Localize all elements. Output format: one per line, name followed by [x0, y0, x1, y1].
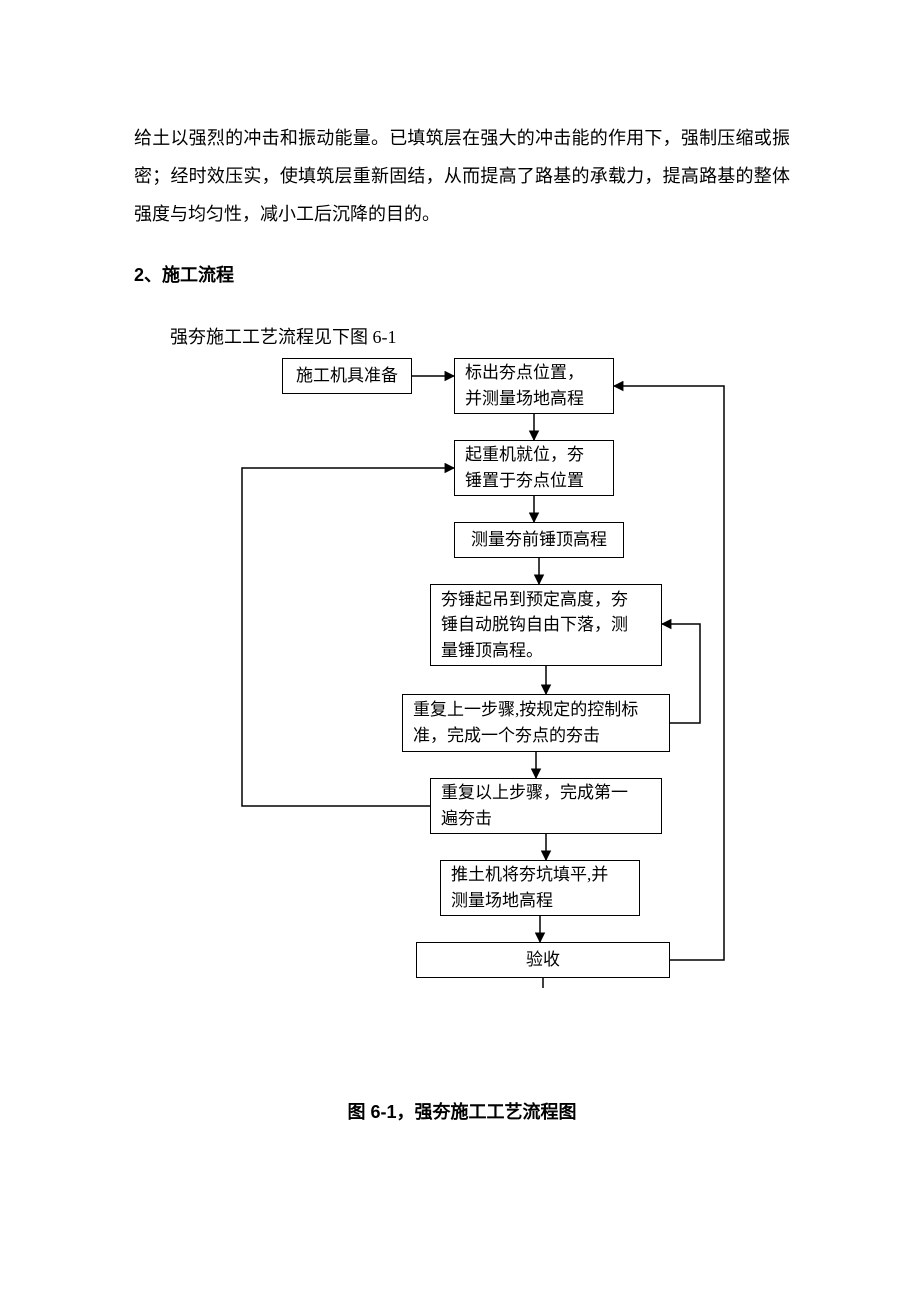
flow-node-n3: 测量夯前锤顶高程	[454, 522, 624, 558]
flow-node-n0: 施工机具准备	[282, 358, 412, 394]
flow-node-n1: 标出夯点位置，并测量场地高程	[454, 358, 614, 414]
section-title: 2、施工流程	[134, 261, 790, 287]
flow-node-n5: 重复上一步骤,按规定的控制标准，完成一个夯点的夯击	[402, 694, 670, 752]
body-paragraph: 给土以强烈的冲击和振动能量。已填筑层在强大的冲击能的作用下，强制压缩或振密；经时…	[134, 120, 790, 233]
flow-node-n2: 起重机就位，夯锤置于夯点位置	[454, 440, 614, 496]
figure-caption: 图 6-1，强夯施工工艺流程图	[134, 1098, 790, 1124]
flow-node-n8: 验收	[416, 942, 670, 978]
flow-node-n4: 夯锤起吊到预定高度，夯锤自动脱钩自由下落，测量锤顶高程。	[430, 584, 662, 666]
flow-intro-text: 强夯施工工艺流程见下图 6-1	[134, 321, 790, 353]
flow-node-n7: 推土机将夯坑填平,并测量场地高程	[440, 860, 640, 916]
flow-node-n6: 重复以上步骤，完成第一遍夯击	[430, 778, 662, 834]
flowchart-container: 施工机具准备 标出夯点位置，并测量场地高程起重机就位，夯锤置于夯点位置测量夯前锤顶…	[130, 358, 790, 1038]
